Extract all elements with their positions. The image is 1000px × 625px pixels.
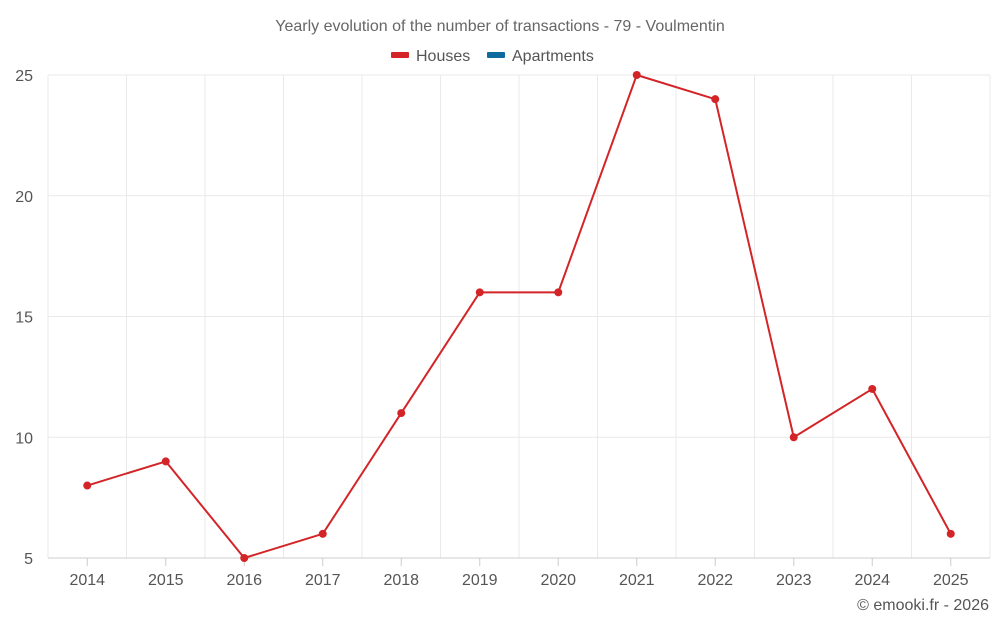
legend-item-apartments[interactable]: Apartments xyxy=(487,48,594,65)
legend: Houses Apartments xyxy=(391,48,594,65)
data-point-houses[interactable] xyxy=(554,288,563,297)
x-tick-label: 2015 xyxy=(148,572,184,589)
y-tick-label: 15 xyxy=(15,310,33,327)
x-tick-label: 2025 xyxy=(933,572,969,589)
y-tick-label: 25 xyxy=(15,68,33,85)
data-point-houses[interactable] xyxy=(632,71,641,79)
legend-swatch-apartments xyxy=(487,52,505,58)
series-layer xyxy=(83,71,955,562)
x-tick-label: 2019 xyxy=(462,572,498,589)
legend-label-apartments: Apartments xyxy=(512,48,594,65)
grid xyxy=(47,74,991,558)
x-tick-label: 2014 xyxy=(69,572,105,589)
y-axis: 5 10 15 20 25 xyxy=(15,68,33,568)
data-point-houses[interactable] xyxy=(946,529,955,538)
x-tick-label: 2017 xyxy=(305,572,341,589)
legend-item-houses[interactable]: Houses xyxy=(391,48,470,65)
data-point-houses[interactable] xyxy=(397,409,406,418)
data-point-houses[interactable] xyxy=(868,384,877,393)
y-tick-label: 10 xyxy=(15,430,33,447)
data-point-houses[interactable] xyxy=(789,433,798,442)
x-axis: 2014 2015 2016 2017 2018 2019 2020 2021 2022 2023… xyxy=(48,557,990,589)
data-point-houses[interactable] xyxy=(318,529,327,538)
x-tick-label: 2022 xyxy=(697,572,733,589)
x-tick-label: 2021 xyxy=(619,572,655,589)
y-tick-label: 5 xyxy=(24,551,33,568)
x-tick-label: 2020 xyxy=(540,572,576,589)
legend-label-houses: Houses xyxy=(416,48,470,65)
x-tick-label: 2018 xyxy=(383,572,419,589)
series-line-houses xyxy=(86,74,952,559)
data-point-houses[interactable] xyxy=(240,554,249,562)
x-tick-label: 2016 xyxy=(226,572,262,589)
legend-swatch-houses xyxy=(391,52,409,58)
data-point-houses[interactable] xyxy=(161,457,170,466)
data-point-houses[interactable] xyxy=(83,481,92,490)
credit-text: © emooki.fr - 2026 xyxy=(857,597,989,614)
y-tick-label: 20 xyxy=(15,189,33,206)
x-tick-label: 2023 xyxy=(776,572,812,589)
data-point-houses[interactable] xyxy=(711,95,720,104)
x-tick-label: 2024 xyxy=(854,572,890,589)
chart-title: Yearly evolution of the number of transa… xyxy=(275,18,724,35)
data-point-houses[interactable] xyxy=(475,288,484,297)
